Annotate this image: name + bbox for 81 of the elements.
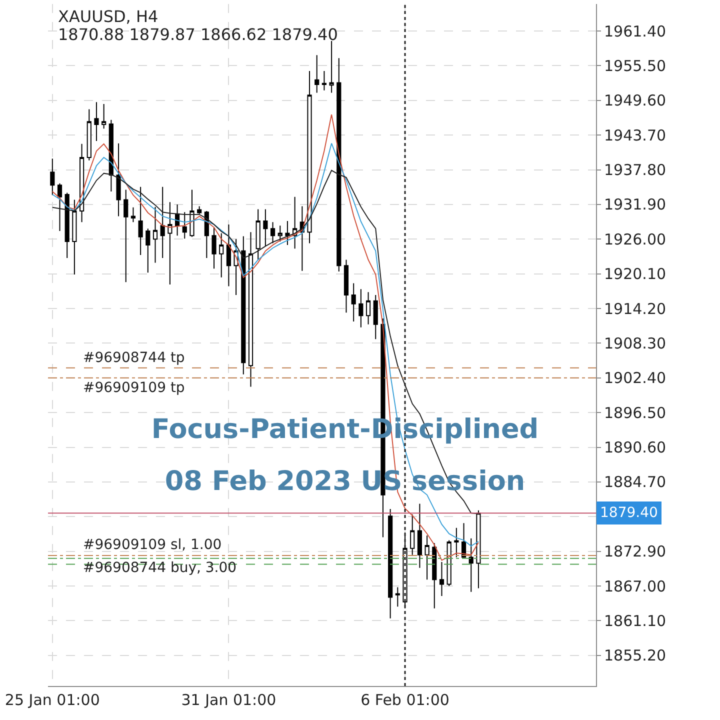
- candlestick: [373, 294, 378, 340]
- candlestick: [468, 538, 474, 592]
- y-tick-label: 1855.20: [604, 646, 666, 665]
- y-tick-label: 1949.60: [604, 92, 666, 110]
- candlestick: [263, 208, 268, 247]
- candlestick: [146, 228, 150, 274]
- candlestick: [270, 222, 276, 244]
- candlestick: [212, 226, 216, 270]
- ref-line-label: #96908744 buy, 3.00: [83, 560, 237, 576]
- candlestick: [108, 119, 114, 192]
- y-tick-label: 1890.60: [604, 438, 666, 457]
- candlestick: [182, 212, 187, 240]
- y-tick-label: 1943.70: [604, 126, 666, 144]
- candlestick: [152, 206, 158, 264]
- y-tick-label: 1955.50: [604, 56, 666, 75]
- candlestick: [190, 189, 194, 238]
- candlestick: [410, 514, 415, 556]
- y-tick-label: 1896.50: [604, 404, 666, 422]
- y-tick-label: 1961.40: [604, 22, 666, 40]
- y-tick-label: 1926.00: [604, 230, 666, 248]
- candlestick: [57, 182, 62, 232]
- y-tick-label: 1861.10: [604, 612, 666, 630]
- candlestick: [174, 204, 180, 236]
- ref-line-label: #96909109 tp: [83, 380, 185, 396]
- y-tick-label: 1902.40: [604, 369, 666, 388]
- x-tick-label: 31 Jan 01:00: [181, 691, 276, 709]
- candlestick: [278, 225, 282, 242]
- candlestick: [219, 232, 224, 278]
- candlestick: [226, 224, 232, 287]
- candlestick: [424, 534, 430, 580]
- candlestick: [204, 210, 209, 258]
- candlestick: [366, 292, 371, 325]
- candlestick: [168, 202, 172, 285]
- y-tick-label: 1867.00: [604, 577, 666, 596]
- x-tick-label: 25 Jan 01:00: [4, 691, 100, 709]
- candlestick: [72, 199, 77, 275]
- ref-line-label: #96908744 tp: [83, 350, 185, 366]
- candlestick: [388, 508, 393, 619]
- text: 1870.88 1879.87 1866.62 1879.40: [58, 25, 338, 44]
- candlestick: [454, 527, 459, 558]
- candlestick: [102, 103, 106, 130]
- y-tick-label: 1931.90: [604, 196, 666, 214]
- candlestick: [461, 522, 466, 558]
- candlestick: [476, 510, 481, 589]
- candlestick: [336, 58, 342, 272]
- candlestick: [64, 192, 70, 258]
- y-tick-label: 1914.20: [604, 300, 666, 318]
- candlestick: [446, 540, 452, 587]
- candlestick: [124, 189, 128, 283]
- candlestick: [241, 236, 246, 375]
- candlestick: [116, 142, 121, 217]
- y-tick-label: 1908.30: [604, 334, 666, 352]
- chart-title: XAUUSD, H4: [58, 7, 158, 26]
- candlestick: [314, 54, 320, 94]
- candlestick: [256, 208, 260, 260]
- y-tick-label: 1920.10: [604, 265, 666, 284]
- candlestick: [160, 186, 165, 258]
- candlestick: [439, 561, 444, 597]
- candlestick: [358, 288, 364, 328]
- candlestick: [94, 102, 99, 142]
- candlestick: [50, 158, 55, 196]
- candlestick: [307, 70, 312, 244]
- ref-line-label: #96909109 sl, 1.00: [83, 537, 222, 553]
- x-tick-label: 6 Feb 01:00: [360, 691, 450, 709]
- candlestick: [395, 586, 400, 608]
- candlestick: [322, 70, 326, 91]
- candlestick: [248, 232, 254, 388]
- candlestick: [130, 206, 136, 223]
- y-tick-label: 1937.80: [604, 161, 666, 180]
- candlestick: [344, 259, 349, 314]
- candlestick: [417, 503, 422, 568]
- y-tick-label: 1884.70: [604, 473, 666, 492]
- candlestick: [351, 282, 356, 322]
- candlestick: [285, 220, 290, 246]
- candlestick: [86, 108, 92, 161]
- ref-line-label: 1879.40: [600, 505, 658, 521]
- y-tick-label: 1872.90: [604, 542, 666, 561]
- candlestick: [432, 542, 437, 609]
- candlestick: [329, 40, 334, 94]
- candlestick: [197, 206, 202, 214]
- candlestick: [138, 186, 143, 256]
